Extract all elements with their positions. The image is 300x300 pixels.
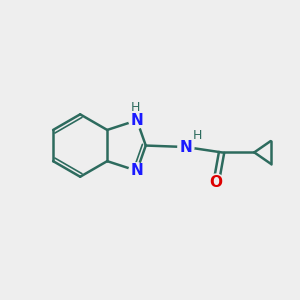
Text: N: N — [130, 163, 143, 178]
Circle shape — [208, 174, 224, 190]
Circle shape — [129, 112, 145, 128]
Text: O: O — [210, 175, 223, 190]
Text: H: H — [193, 129, 202, 142]
Circle shape — [129, 163, 145, 179]
Text: N: N — [130, 113, 143, 128]
Circle shape — [178, 139, 194, 155]
Text: N: N — [179, 140, 192, 154]
Text: H: H — [131, 101, 140, 114]
